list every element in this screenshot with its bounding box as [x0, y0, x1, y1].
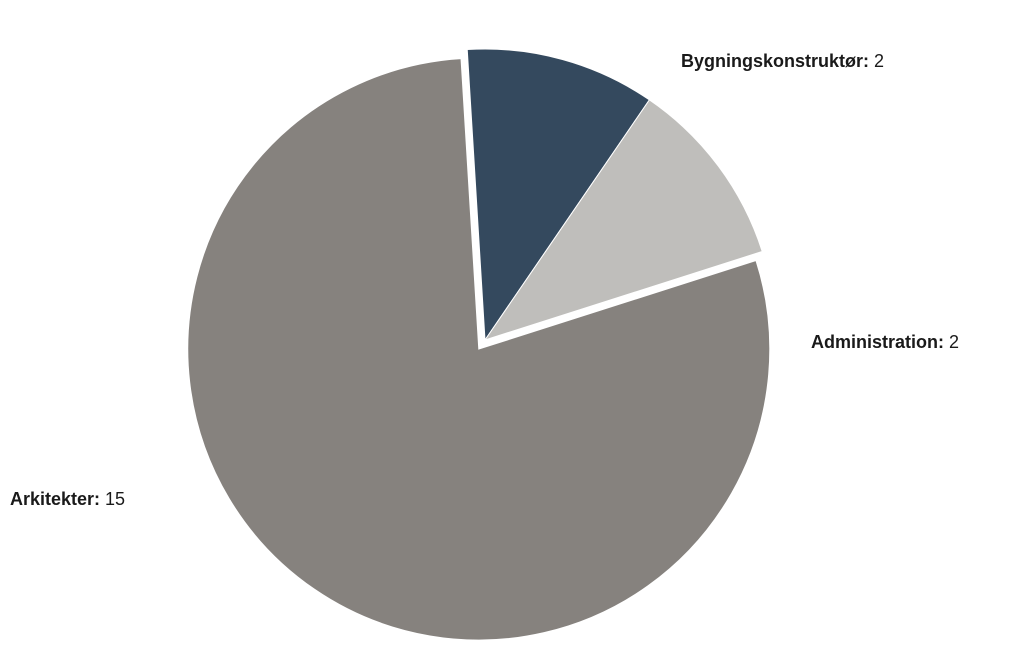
slice-label-category: Arkitekter: — [10, 489, 100, 509]
slice-label: Arkitekter: 15 — [10, 489, 125, 509]
pie-slices — [188, 49, 770, 640]
slice-label-value: 2 — [944, 332, 959, 352]
slice-label: Administration: 2 — [811, 332, 959, 352]
slice-label-value: 2 — [869, 51, 884, 71]
slice-label: Bygningskonstruktør: 2 — [681, 51, 884, 71]
slice-label-category: Bygningskonstruktør: — [681, 51, 869, 71]
slice-label-category: Administration: — [811, 332, 944, 352]
slice-label-value: 15 — [100, 489, 125, 509]
